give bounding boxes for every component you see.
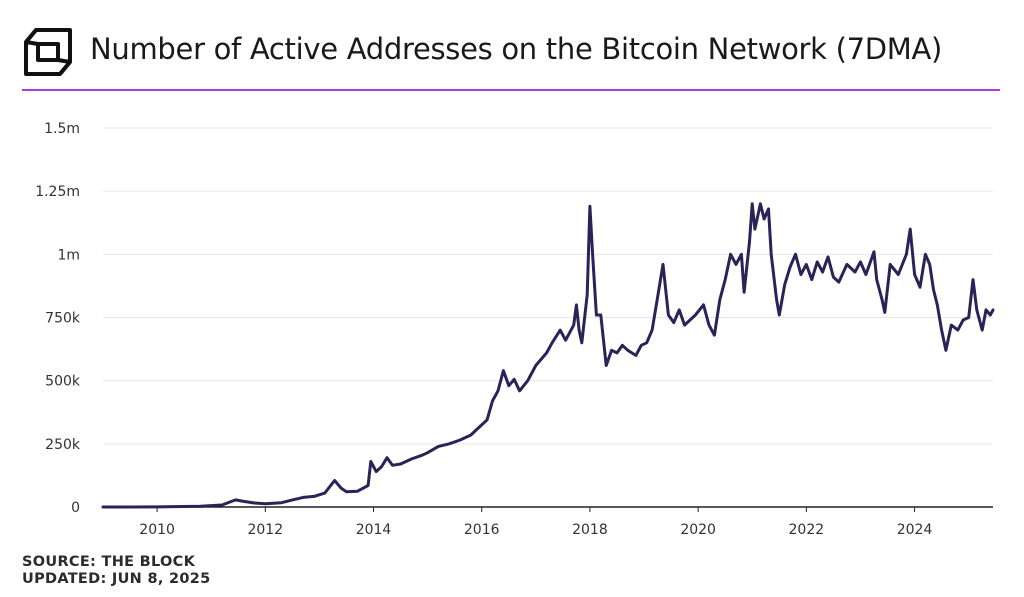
y-tick-label: 1.25m	[35, 184, 80, 200]
the-block-cube-logo-icon	[24, 28, 72, 76]
x-tick-label: 2022	[789, 522, 825, 538]
x-axis-tick-labels: 2010 2012 2014 2016 2018 2020 2022 2024	[139, 507, 932, 538]
chart-header: Number of Active Addresses on the Bitcoi…	[0, 0, 1024, 92]
y-tick-label: 1m	[57, 247, 80, 263]
chart-footer: SOURCE: THE BLOCK UPDATED: JUN 8, 2025	[22, 554, 211, 588]
x-tick-label: 2016	[464, 522, 500, 538]
y-axis-tick-labels: 0 250k 500k 750k 1m 1.25m 1.5m	[35, 121, 81, 516]
x-tick-label: 2024	[897, 522, 933, 538]
x-tick-label: 2020	[680, 522, 716, 538]
y-tick-label: 250k	[45, 437, 81, 453]
x-tick-label: 2018	[572, 522, 608, 538]
y-tick-label: 0	[71, 500, 80, 516]
chart-grid	[103, 127, 993, 445]
y-tick-label: 1.5m	[44, 121, 80, 137]
updated-label: UPDATED: JUN 8, 2025	[22, 571, 211, 587]
chart-title: Number of Active Addresses on the Bitcoi…	[90, 32, 943, 66]
x-tick-label: 2012	[247, 522, 283, 538]
y-tick-label: 750k	[45, 311, 81, 327]
source-label: SOURCE: THE BLOCK	[22, 554, 196, 570]
x-tick-label: 2010	[139, 522, 175, 538]
chart-series	[101, 202, 995, 509]
x-tick-label: 2014	[356, 522, 392, 538]
series-line-active-addresses	[101, 202, 995, 509]
header-accent-rule	[22, 89, 1000, 91]
y-tick-label: 500k	[45, 374, 81, 390]
